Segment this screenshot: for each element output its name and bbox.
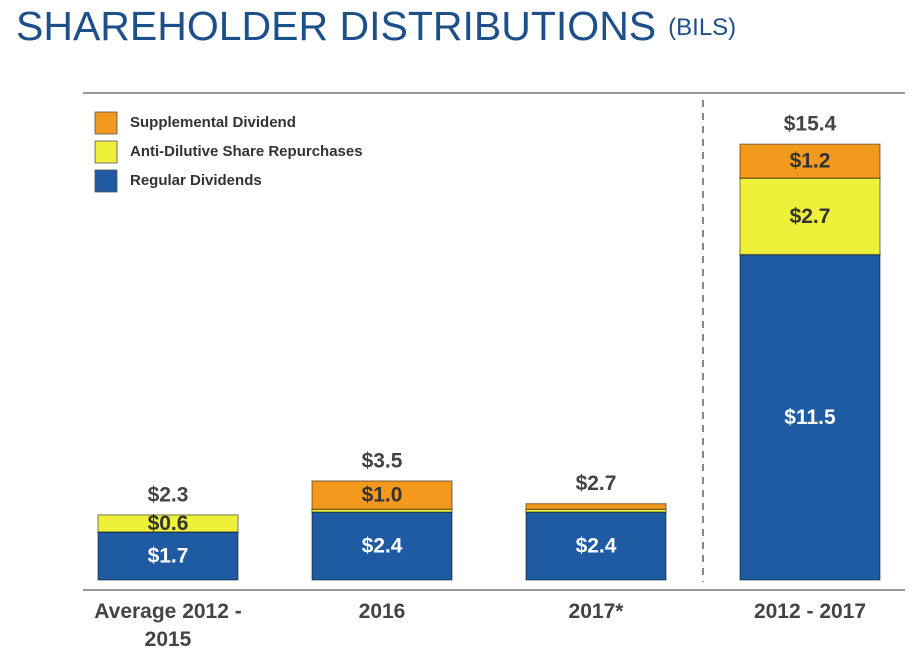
legend-swatch	[94, 140, 118, 164]
value-label: $2.4	[576, 535, 617, 558]
bar-segment	[739, 143, 881, 179]
total-label: $3.5	[362, 449, 403, 472]
legend-label: Regular Dividends	[130, 172, 262, 189]
x-tick-label: 2012 - 2017	[753, 600, 867, 623]
title-text: SHAREHOLDER DISTRIBUTIONS	[16, 3, 656, 49]
legend-label: Supplemental Dividend	[130, 114, 296, 131]
x-tick-label: Average 2012 - 2015	[94, 600, 242, 651]
bar-segment	[525, 502, 667, 510]
value-label: $1.0	[362, 484, 403, 507]
value-label: $1.7	[148, 544, 189, 567]
x-tick-label: 2016	[358, 600, 406, 623]
total-label: $2.7	[576, 472, 617, 495]
bar-segment	[311, 480, 453, 511]
value-label: $11.5	[784, 406, 836, 429]
chart-title: SHAREHOLDER DISTRIBUTIONS (BILS)	[16, 3, 736, 49]
total-label: $2.3	[148, 483, 189, 506]
unit-text: (BILS)	[668, 14, 736, 41]
value-label: $2.4	[362, 535, 403, 558]
legend-swatch	[94, 169, 118, 193]
bar-segment	[739, 177, 881, 256]
legend-label: Anti-Dilutive Share Repurchases	[130, 143, 363, 160]
total-label: $15.4	[784, 113, 837, 136]
value-label: $1.2	[790, 150, 831, 173]
legend-swatch	[94, 111, 118, 135]
bar-segment	[97, 514, 239, 533]
bar-segment	[739, 253, 881, 581]
value-label: $0.6	[148, 512, 189, 535]
bar-segment	[97, 531, 239, 581]
x-tick-label: 2017*	[568, 600, 624, 623]
bar-segment	[525, 511, 667, 581]
value-label: $2.7	[790, 205, 831, 228]
